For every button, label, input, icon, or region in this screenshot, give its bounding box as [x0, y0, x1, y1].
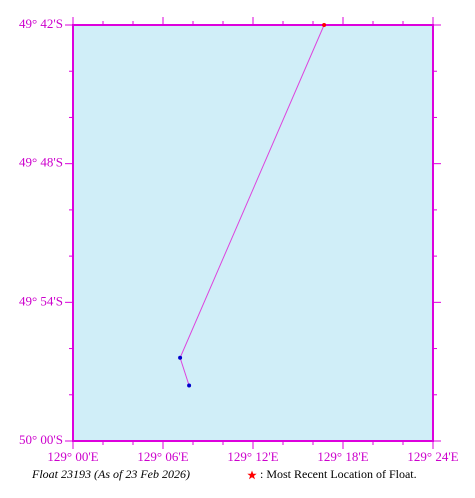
map-area [72, 24, 434, 442]
legend-star [247, 470, 257, 480]
caption: Float 23193 (As of 23 Feb 2026) [31, 467, 190, 481]
x-tick-label: 129° 06'E [137, 449, 188, 464]
float-position [178, 355, 183, 360]
y-tick-label: 50° 00'S [19, 432, 63, 447]
x-tick-label: 129° 24'E [407, 449, 458, 464]
x-tick-label: 129° 00'E [47, 449, 98, 464]
y-tick-label: 49° 48'S [19, 155, 63, 170]
y-tick-label: 49° 42'S [19, 16, 63, 31]
latest-position [322, 23, 327, 27]
x-tick-label: 129° 18'E [317, 449, 368, 464]
float-position [187, 383, 192, 388]
legend-text: : Most Recent Location of Float. [260, 467, 417, 481]
y-tick-label: 49° 54'S [19, 293, 63, 308]
x-tick-label: 129° 12'E [227, 449, 278, 464]
